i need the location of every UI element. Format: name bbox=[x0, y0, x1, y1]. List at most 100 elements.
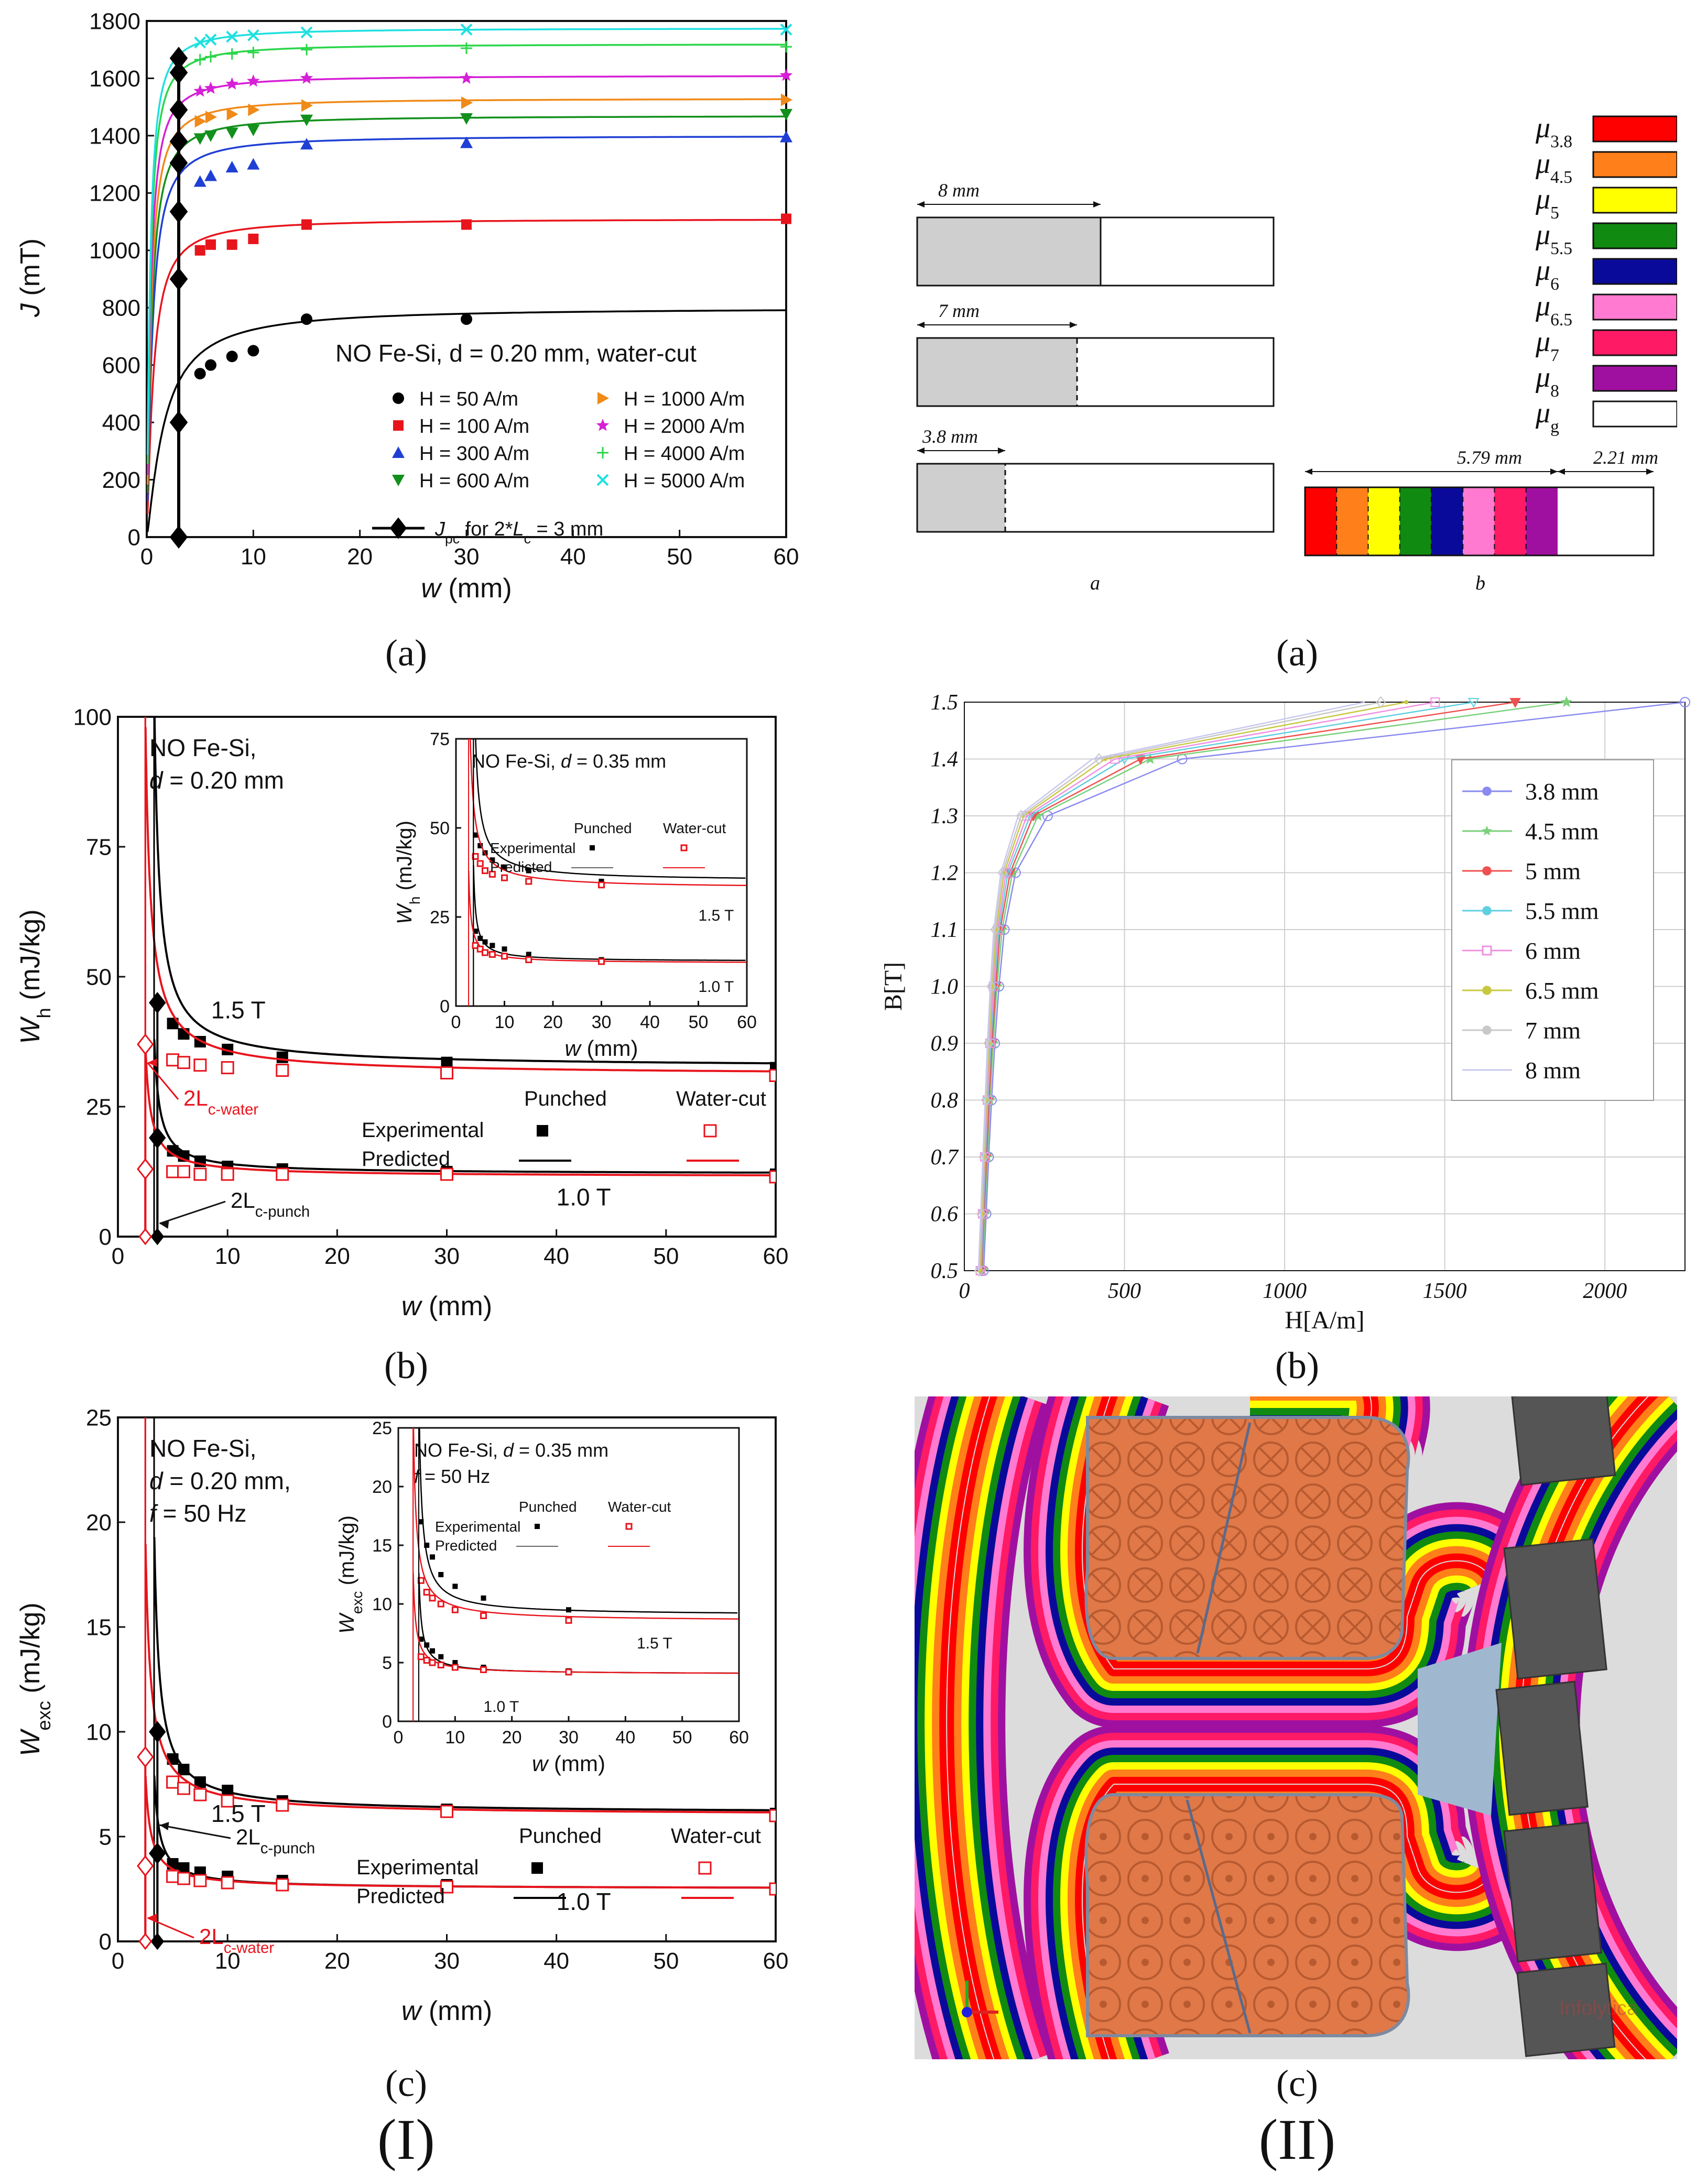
data-point bbox=[248, 103, 260, 116]
inset-point bbox=[472, 942, 479, 949]
x-tick-label: 10 bbox=[215, 1948, 241, 1974]
x-tick-label: 40 bbox=[543, 1948, 569, 1974]
arrow-2lc-water bbox=[147, 1062, 179, 1100]
series-2 bbox=[153, 717, 776, 1237]
legend-label: 5 mm bbox=[1525, 858, 1581, 884]
legend-predicted: Predicted bbox=[362, 1148, 450, 1171]
data-point bbox=[247, 124, 260, 136]
inset-point bbox=[473, 929, 478, 934]
layer-core bbox=[1082, 1396, 1492, 1669]
inset-point bbox=[566, 1607, 571, 1613]
knee-point bbox=[149, 1127, 166, 1149]
inset-point bbox=[438, 1654, 444, 1659]
x-axis-label: H[A/m] bbox=[1285, 1306, 1365, 1334]
inset-title: NO Fe-Si, d = 0.35 mm bbox=[472, 750, 666, 772]
fit-line bbox=[144, 1544, 774, 1814]
data-point bbox=[460, 71, 473, 84]
data-point bbox=[177, 1165, 190, 1178]
data-point bbox=[301, 313, 312, 325]
legend-marker bbox=[1482, 1025, 1492, 1035]
x-tick-label: 60 bbox=[763, 1243, 789, 1269]
bh-point bbox=[1404, 700, 1409, 704]
inset-point bbox=[502, 864, 507, 870]
y-tick-label: 0 bbox=[99, 1224, 112, 1250]
magnet-block bbox=[1503, 1538, 1607, 1680]
y-axis-label: Wh (mJ/kg) bbox=[15, 909, 55, 1044]
legend-entry: H = 2000 A/m bbox=[596, 416, 745, 438]
data-point bbox=[300, 114, 313, 126]
arrow-head bbox=[147, 1914, 157, 1922]
inset-point bbox=[473, 832, 478, 838]
legend-predicted: Predicted bbox=[356, 1885, 445, 1908]
mu-legend-row: μ5 bbox=[1535, 183, 1677, 223]
legend-marker bbox=[1482, 945, 1492, 956]
fit-line bbox=[146, 75, 786, 475]
data-point bbox=[193, 1874, 207, 1887]
data-point bbox=[193, 84, 207, 97]
mu-swatch bbox=[1592, 222, 1677, 249]
annotation-line: d = 0.20 mm, bbox=[149, 1467, 291, 1494]
data-point bbox=[780, 41, 792, 53]
y-tick-label: 1.0 bbox=[931, 975, 959, 999]
bh-point bbox=[1680, 697, 1690, 707]
label-a: a bbox=[1090, 572, 1100, 594]
dim-2p21mm: 2.21 mm bbox=[1593, 447, 1658, 468]
bh-point bbox=[983, 1037, 994, 1050]
annotation: NO Fe-Si, d = 0.20 mm, water-cut bbox=[335, 340, 697, 367]
series-1 bbox=[146, 213, 791, 514]
strip-band-3.8 bbox=[1305, 487, 1337, 555]
x-tick-label: 40 bbox=[560, 544, 586, 570]
bh-point bbox=[974, 1264, 984, 1277]
legend-marker bbox=[596, 474, 609, 486]
x-tick-label: 60 bbox=[729, 1728, 749, 1748]
x-tick-label: 20 bbox=[324, 1948, 350, 1974]
dim-5p79mm: 5.79 mm bbox=[1457, 447, 1522, 468]
fit-line bbox=[146, 98, 786, 485]
mu-swatch bbox=[1592, 258, 1677, 285]
mu-label: μ6 bbox=[1535, 254, 1559, 294]
label-2lc-punch: 2Lc-punch bbox=[236, 1825, 315, 1857]
jpc-point bbox=[169, 267, 188, 291]
legend-marker bbox=[1482, 866, 1492, 876]
data-point bbox=[205, 359, 216, 371]
fit-line bbox=[146, 28, 786, 455]
mu-label: μg bbox=[1535, 397, 1559, 436]
data-point bbox=[781, 93, 792, 106]
data-point bbox=[769, 1170, 776, 1184]
inset-legend-marker bbox=[625, 1523, 633, 1530]
data-point bbox=[193, 175, 206, 187]
knee-base bbox=[150, 1228, 165, 1246]
legend-marker bbox=[1482, 787, 1492, 796]
data-point bbox=[248, 233, 259, 244]
mu-swatch bbox=[1592, 115, 1677, 143]
level-label-1p5: 1.5 T bbox=[211, 996, 266, 1023]
bh-point bbox=[1016, 810, 1026, 822]
data-point bbox=[225, 161, 238, 173]
y-tick-label: 800 bbox=[102, 296, 140, 321]
label-2lc-water: 2Lc-water bbox=[199, 1924, 274, 1957]
knee-point bbox=[137, 1158, 154, 1180]
magnet-block bbox=[1511, 1396, 1616, 1486]
inset-legend-water: Water-cut bbox=[663, 820, 726, 836]
data-point bbox=[226, 48, 238, 60]
axes-inset: 0 10 20 30 40 50 60 0 5 10 15 20 25 bbox=[372, 1418, 749, 1748]
data-point bbox=[247, 158, 260, 170]
inset-point bbox=[480, 1666, 487, 1673]
inset-point bbox=[418, 1519, 424, 1525]
series-4 bbox=[146, 93, 792, 485]
mu-swatch bbox=[1592, 400, 1677, 428]
data-point bbox=[204, 169, 217, 181]
jpc-point bbox=[169, 525, 188, 549]
data-point bbox=[193, 1167, 207, 1181]
legend-entry: 6.5 mm bbox=[1462, 977, 1599, 1004]
inset-point bbox=[424, 1642, 430, 1648]
data-point bbox=[247, 345, 259, 357]
strip-band-8 bbox=[1526, 487, 1558, 555]
data-point bbox=[226, 351, 238, 363]
inset-fit bbox=[412, 1573, 739, 1674]
data-point bbox=[194, 53, 206, 65]
y-tick-label: 10 bbox=[372, 1595, 392, 1614]
inset-point bbox=[488, 951, 496, 958]
data-point bbox=[247, 47, 259, 59]
